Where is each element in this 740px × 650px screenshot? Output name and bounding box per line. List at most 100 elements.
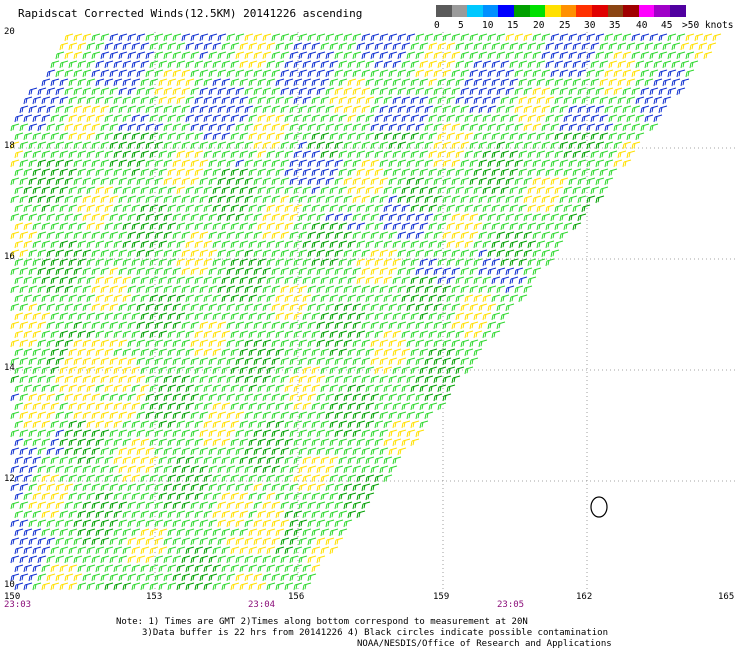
wind-barb [167,582,177,591]
wind-barb [95,510,105,519]
wind-barb [298,249,308,258]
wind-barb [64,501,74,510]
wind-barb [73,447,83,456]
wind-barb [239,528,249,537]
wind-barb [307,375,317,384]
wind-barb [82,249,92,258]
wind-barb [631,141,641,150]
wind-barb [419,258,429,267]
wind-barb [347,222,357,231]
wind-barb [37,555,47,564]
wind-barb [284,402,294,411]
wind-barb [505,141,515,150]
wind-barb [338,132,348,141]
wind-barb [307,159,317,168]
wind-barb [653,60,663,69]
wind-barb [145,285,155,294]
wind-barb [14,114,24,123]
wind-barb [392,114,402,123]
wind-barb [118,267,128,276]
wind-barb [194,564,204,573]
wind-barb [442,285,452,294]
wind-barb [419,168,429,177]
wind-barb [437,186,447,195]
wind-barb [86,222,96,231]
wind-barb [262,375,272,384]
wind-barb [482,330,492,339]
wind-barb [671,78,681,87]
wind-barb [437,366,447,375]
wind-barb [82,213,92,222]
wind-barb [581,78,591,87]
wind-barb [167,312,177,321]
wind-barb [248,312,258,321]
wind-barb [86,276,96,285]
wind-barb [181,447,191,456]
wind-barb [302,114,312,123]
wind-barb [311,564,321,573]
wind-barb [455,132,465,141]
wind-barb [379,267,389,276]
wind-barb [86,492,96,501]
wind-barb [55,357,65,366]
wind-barb [460,159,470,168]
wind-barb [478,195,488,204]
wind-barb [131,456,141,465]
wind-barb [469,321,479,330]
wind-barb [307,501,317,510]
wind-barb [149,42,159,51]
wind-barb [140,96,150,105]
wind-barb [239,168,249,177]
wind-barb [248,222,258,231]
wind-barb [428,402,438,411]
wind-barb [212,204,222,213]
wind-barb [73,375,83,384]
wind-barb [356,42,366,51]
wind-barb [176,42,186,51]
wind-barb [167,240,177,249]
wind-barb [212,492,222,501]
wind-barb [86,168,96,177]
wind-barb [379,69,389,78]
wind-barb [590,60,600,69]
wind-barb [221,186,231,195]
wind-barb [361,465,371,474]
wind-barb [361,303,371,312]
wind-barb [167,492,177,501]
wind-barb [253,555,263,564]
wind-barb [203,492,213,501]
wind-barb [91,357,101,366]
wind-barb [199,177,209,186]
wind-barb [271,141,281,150]
wind-barb [266,402,276,411]
wind-barb [316,159,326,168]
wind-barb [347,78,357,87]
wind-barb [266,456,276,465]
wind-barb [289,123,299,132]
wind-barb [455,294,465,303]
wind-barb [469,159,479,168]
wind-barb [280,177,290,186]
wind-barb [487,177,497,186]
wind-barb [149,330,159,339]
wind-barb [73,213,83,222]
wind-barb [424,249,434,258]
wind-barb [37,465,47,474]
wind-barb [176,168,186,177]
wind-barb [347,42,357,51]
wind-barb [113,60,123,69]
wind-barb [199,537,209,546]
wind-barb [329,402,339,411]
wind-barb [154,411,164,420]
wind-barb [271,123,281,132]
wind-barb [230,402,240,411]
wind-barb [59,294,69,303]
wind-barb [415,159,425,168]
wind-barb [140,168,150,177]
wind-barb [343,339,353,348]
wind-barb [523,33,533,42]
wind-barb [334,465,344,474]
wind-barb [244,537,254,546]
wind-barb [329,294,339,303]
wind-barb [361,375,371,384]
